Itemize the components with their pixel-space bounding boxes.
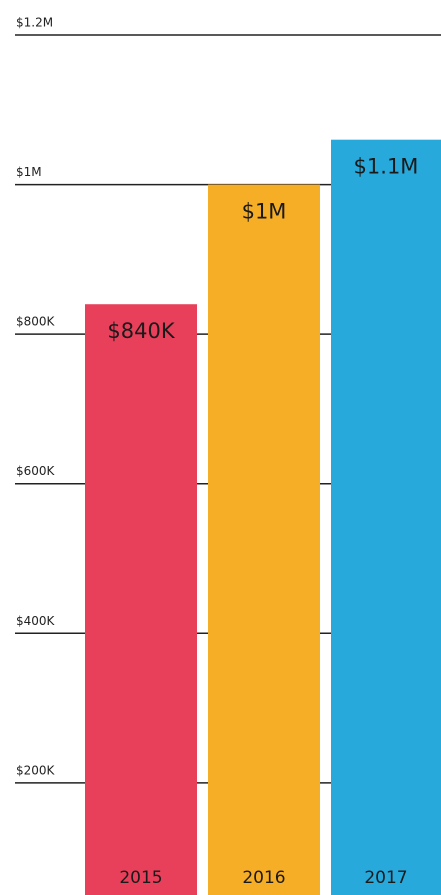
value-label: $840K bbox=[107, 319, 175, 343]
x-tick-label: 2016 bbox=[242, 868, 285, 888]
value-label: $1M bbox=[242, 200, 287, 224]
value-label: $1.1M bbox=[354, 155, 419, 179]
x-tick-label: 2015 bbox=[119, 868, 162, 888]
bar bbox=[331, 139, 441, 895]
bar bbox=[85, 304, 197, 895]
y-tick-label: $1.2M bbox=[16, 16, 53, 30]
bar bbox=[208, 184, 320, 895]
x-tick-label: 2017 bbox=[364, 868, 407, 888]
y-tick-label: $800K bbox=[16, 315, 56, 329]
y-tick-label: $400K bbox=[16, 614, 56, 628]
y-tick-label: $200K bbox=[16, 763, 56, 777]
y-tick-label: $1M bbox=[16, 165, 42, 179]
y-tick-label: $600K bbox=[16, 464, 56, 478]
